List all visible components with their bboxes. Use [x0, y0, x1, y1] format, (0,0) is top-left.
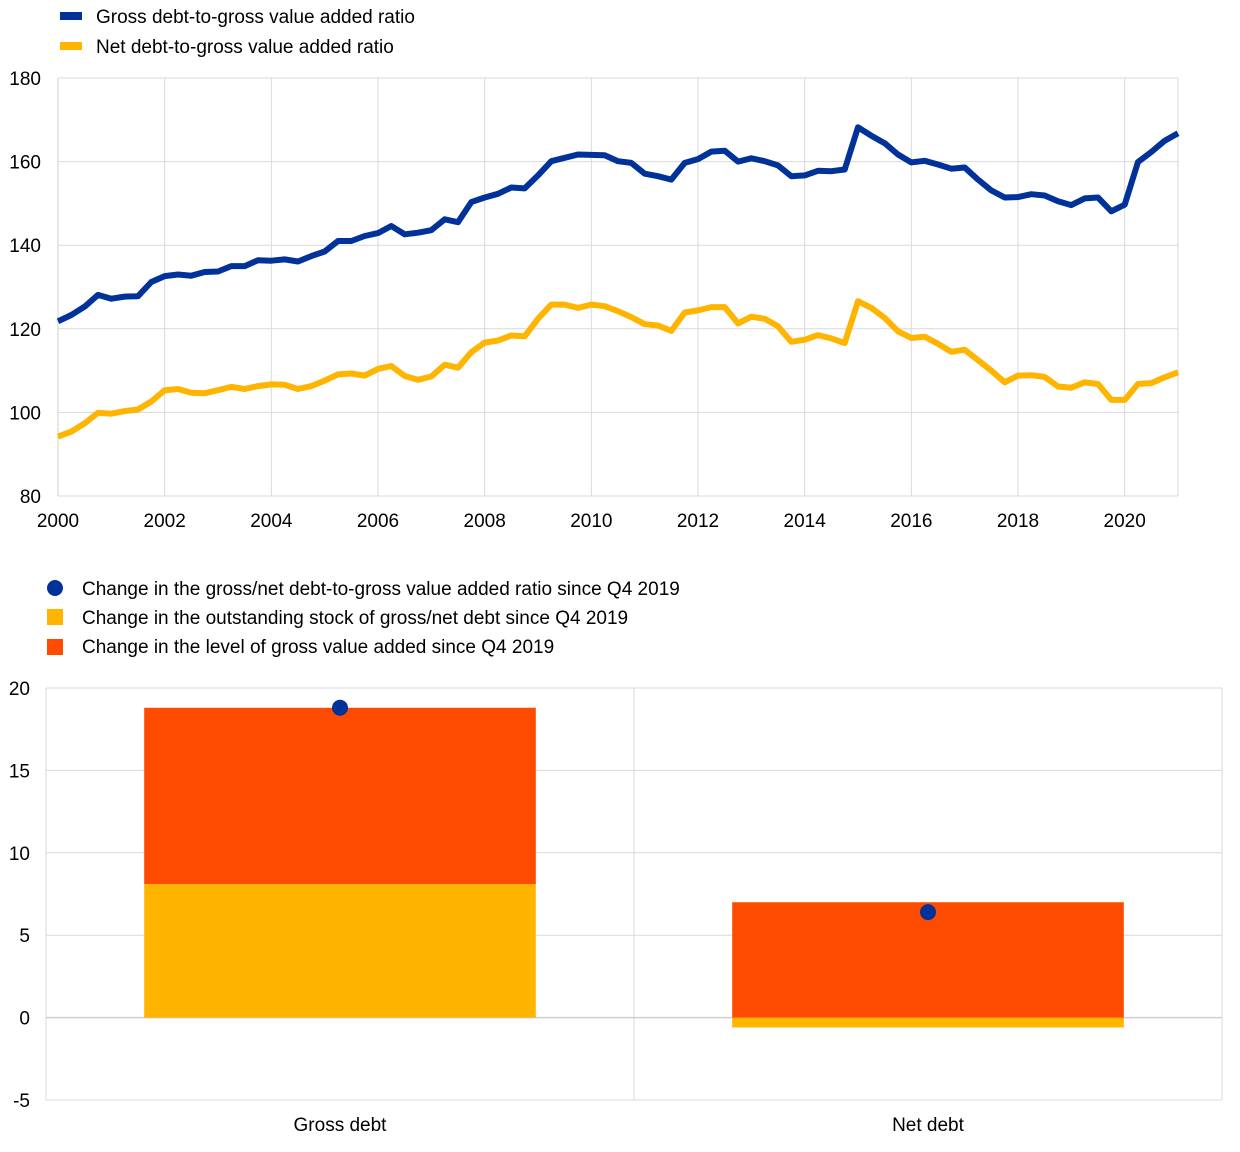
line-chart-x-tick-label: 2004: [250, 511, 293, 532]
line-chart-legend: Gross debt-to-gross value added ratio Ne…: [60, 7, 415, 58]
line-chart-grid: [58, 77, 1179, 497]
bar-stock-change: [144, 884, 536, 1018]
line-chart-axes: 2000 2002 2004 2006 2008 2010 2012 2014 2016 2018…: [9, 69, 1146, 532]
line-chart-y-tick-label: 180: [9, 69, 41, 90]
line-chart-x-tick-label: 2010: [570, 511, 612, 532]
line-chart-x-tick-label: 2006: [357, 511, 399, 532]
legend-swatch-net: [60, 42, 82, 50]
bar-chart-y-tick-label: 15: [9, 761, 30, 782]
bar-gva-change: [732, 902, 1124, 1018]
bar-chart-marks: [144, 699, 1124, 1028]
dot-ratio-change: [332, 699, 348, 716]
line-chart-y-tick-label: 140: [9, 236, 41, 257]
line-chart-x-tick-label: 2000: [37, 511, 79, 532]
bar-chart-category-label: Net debt: [892, 1115, 965, 1136]
bar-chart-y-tick-label: -5: [13, 1091, 30, 1112]
bar-chart-category-label: Gross debt: [294, 1115, 388, 1136]
bar-stock-change: [732, 1017, 1124, 1028]
bar-gva-change: [144, 707, 536, 885]
bar-chart-y-tick-label: 0: [19, 1009, 30, 1030]
dot-ratio-change: [920, 904, 936, 921]
legend-swatch-gva-change: [47, 639, 63, 655]
bar-chart-y-tick-label: 20: [9, 679, 30, 700]
legend-dot-ratio-change: [47, 580, 63, 596]
line-series-net: [56, 298, 1180, 440]
line-chart-series: [56, 124, 1180, 440]
legend-label-stock-change: Change in the outstanding stock of gross…: [82, 608, 628, 629]
line-chart-y-tick-label: 160: [9, 153, 41, 174]
line-chart-y-tick-label: 120: [9, 320, 41, 341]
line-chart-x-tick-label: 2020: [1104, 511, 1146, 532]
line-chart-x-tick-label: 2012: [677, 511, 719, 532]
legend-label-gva-change: Change in the level of gross value added…: [82, 637, 554, 658]
legend-swatch-stock-change: [47, 609, 63, 625]
bar-chart-legend: Change in the gross/net debt-to-gross va…: [47, 579, 680, 658]
line-chart-y-tick-label: 100: [9, 403, 41, 424]
line-chart-x-tick-label: 2008: [464, 511, 506, 532]
bar-chart-y-tick-label: 10: [9, 844, 30, 865]
legend-label-gross: Gross debt-to-gross value added ratio: [96, 7, 415, 28]
legend-swatch-gross: [60, 12, 82, 20]
line-series-gross: [56, 124, 1180, 325]
line-chart-x-tick-label: 2014: [784, 511, 827, 532]
legend-label-ratio-change: Change in the gross/net debt-to-gross va…: [82, 579, 680, 600]
line-chart-y-tick-label: 80: [20, 487, 41, 508]
line-chart-x-tick-label: 2002: [144, 511, 186, 532]
bar-chart-y-tick-label: 5: [19, 926, 30, 947]
legend-label-net: Net debt-to-gross value added ratio: [96, 37, 394, 58]
line-chart-x-tick-label: 2018: [997, 511, 1039, 532]
line-chart-x-tick-label: 2016: [890, 511, 932, 532]
bar-chart-axes: -5 0 5 10 15 20 Gross debt Net debt: [9, 679, 965, 1136]
